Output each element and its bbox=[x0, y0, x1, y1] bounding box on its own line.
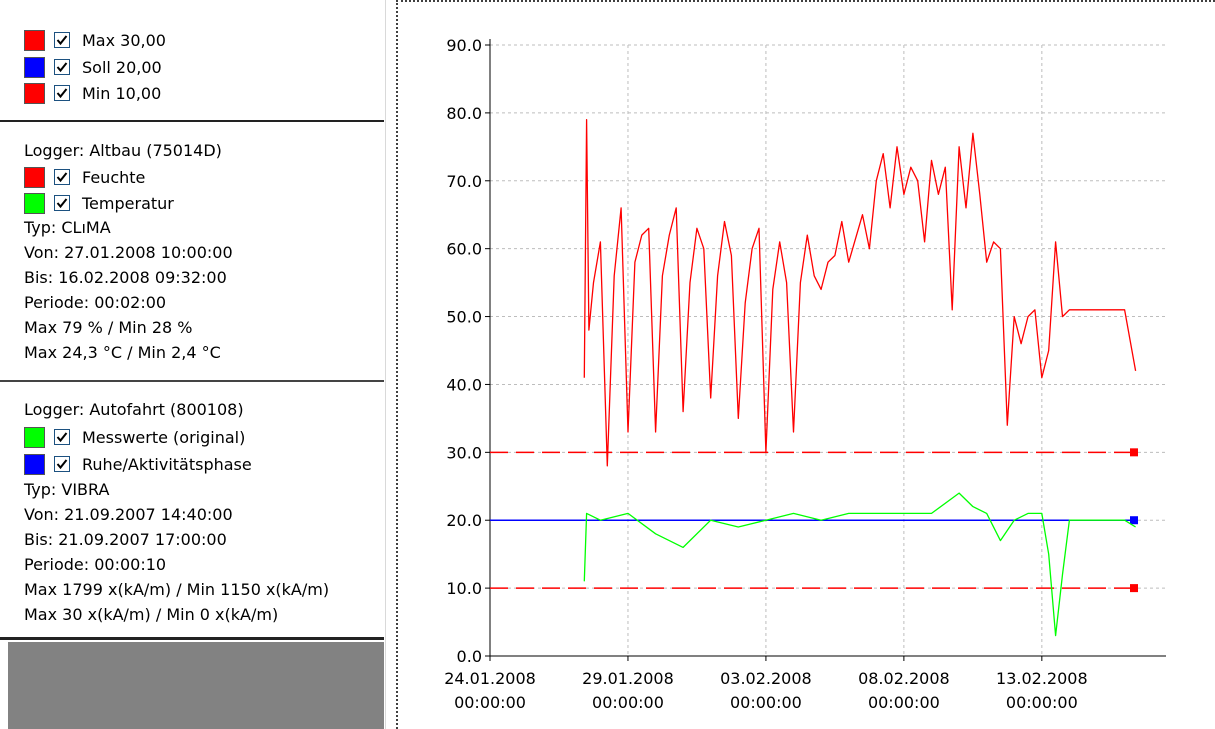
color-swatch[interactable] bbox=[24, 82, 45, 104]
y-tick-label: 40.0 bbox=[446, 375, 482, 394]
min-checkbox[interactable] bbox=[54, 85, 70, 101]
x-tick-label: 13.02.2008 bbox=[996, 669, 1088, 688]
y-tick-label: 10.0 bbox=[446, 579, 482, 598]
color-swatch[interactable] bbox=[24, 29, 45, 51]
max-checkbox[interactable] bbox=[54, 32, 70, 48]
checkmark-icon bbox=[56, 172, 68, 183]
legend-panel: Max 30,00 Soll 20,00 Min 10,00 Logger: A… bbox=[0, 0, 386, 729]
feuchte-label: Feuchte bbox=[82, 167, 146, 187]
legend-item-max: Max 30,00 bbox=[24, 28, 166, 52]
empty-panel-area bbox=[8, 642, 384, 729]
color-swatch[interactable] bbox=[24, 166, 45, 188]
y-tick-label: 50.0 bbox=[446, 308, 482, 327]
reference-marker bbox=[1130, 448, 1138, 457]
logger-autofahrt-section: Logger: Autofahrt (800108) Messwerte (or… bbox=[0, 382, 384, 640]
legend-item-soll: Soll 20,00 bbox=[24, 55, 162, 79]
logger-stat-temperature: Max 24,3 °C / Min 2,4 °C bbox=[24, 343, 221, 362]
messwerte-label: Messwerte (original) bbox=[82, 427, 246, 447]
logger-start: Von: 27.01.2008 10:00:00 bbox=[24, 243, 233, 262]
x-tick-label: 00:00:00 bbox=[730, 693, 802, 712]
soll-checkbox[interactable] bbox=[54, 59, 70, 75]
x-tick-label: 00:00:00 bbox=[868, 693, 940, 712]
color-swatch[interactable] bbox=[24, 192, 45, 214]
max-label: Max 30,00 bbox=[82, 30, 166, 50]
legend-item-ruhe: Ruhe/Aktivitätsphase bbox=[24, 452, 252, 476]
series-feuchte bbox=[583, 119, 1137, 467]
min-label: Min 10,00 bbox=[82, 83, 162, 103]
soll-label: Soll 20,00 bbox=[82, 57, 162, 77]
legend-item-messwerte: Messwerte (original) bbox=[24, 425, 245, 449]
checkmark-icon bbox=[56, 459, 68, 470]
messwerte-checkbox[interactable] bbox=[54, 429, 70, 445]
y-tick-label: 20.0 bbox=[446, 511, 482, 530]
color-swatch[interactable] bbox=[24, 426, 45, 448]
logger-title: Logger: Altbau (75014D) bbox=[24, 141, 222, 160]
logger-start: Von: 21.09.2007 14:40:00 bbox=[24, 505, 233, 524]
x-tick-label: 08.02.2008 bbox=[858, 669, 950, 688]
x-tick-label: 00:00:00 bbox=[592, 693, 664, 712]
reference-marker bbox=[1130, 584, 1138, 593]
color-swatch[interactable] bbox=[24, 56, 45, 78]
temperatur-label: Temperatur bbox=[82, 193, 174, 213]
checkmark-icon bbox=[56, 88, 68, 99]
checkmark-icon bbox=[56, 198, 68, 209]
y-tick-label: 60.0 bbox=[446, 240, 482, 259]
legend-item-feuchte: Feuchte bbox=[24, 165, 145, 189]
chart-area[interactable]: 0.0 10.0 20.0 30.0 40.0 50.0 60.0 70.0 80.0 90.0 2… bbox=[396, 0, 1215, 729]
checkmark-icon bbox=[56, 62, 68, 73]
panel-divider bbox=[385, 0, 386, 729]
ruhe-checkbox[interactable] bbox=[54, 456, 70, 472]
y-tick-label: 70.0 bbox=[446, 172, 482, 191]
logger-title: Logger: Autofahrt (800108) bbox=[24, 400, 244, 419]
x-tick-label: 00:00:00 bbox=[454, 693, 526, 712]
logger-period: Periode: 00:02:00 bbox=[24, 293, 167, 312]
limits-section: Max 30,00 Soll 20,00 Min 10,00 bbox=[0, 0, 384, 122]
series-temperatur bbox=[583, 492, 1136, 637]
checkmark-icon bbox=[56, 432, 68, 443]
logger-stat-humidity: Max 79 % / Min 28 % bbox=[24, 318, 193, 337]
y-tick-label: 30.0 bbox=[446, 443, 482, 462]
x-tick-label: 03.02.2008 bbox=[720, 669, 812, 688]
logger-end: Bis: 16.02.2008 09:32:00 bbox=[24, 268, 227, 287]
x-tick-label: 29.01.2008 bbox=[582, 669, 674, 688]
legend-item-temperatur: Temperatur bbox=[24, 191, 174, 215]
checkmark-icon bbox=[56, 35, 68, 46]
logger-type: Typ: VIBRA bbox=[24, 480, 110, 499]
feuchte-checkbox[interactable] bbox=[54, 169, 70, 185]
y-tick-label: 80.0 bbox=[446, 104, 482, 123]
ruhe-label: Ruhe/Aktivitätsphase bbox=[82, 454, 252, 474]
logger-stat-2: Max 30 x(kA/m) / Min 0 x(kA/m) bbox=[24, 605, 279, 624]
color-swatch[interactable] bbox=[24, 453, 45, 475]
temperatur-checkbox[interactable] bbox=[54, 195, 70, 211]
logger-altbau-section: Logger: Altbau (75014D) Feuchte Temperat… bbox=[0, 122, 384, 382]
logger-end: Bis: 21.09.2007 17:00:00 bbox=[24, 530, 227, 549]
legend-item-min: Min 10,00 bbox=[24, 81, 161, 105]
y-tick-label: 90.0 bbox=[446, 36, 482, 55]
y-tick-label: 0.0 bbox=[457, 647, 482, 666]
x-tick-label: 24.01.2008 bbox=[444, 669, 536, 688]
x-tick-label: 00:00:00 bbox=[1006, 693, 1078, 712]
logger-period: Periode: 00:00:10 bbox=[24, 555, 167, 574]
logger-stat-1: Max 1799 x(kA/m) / Min 1150 x(kA/m) bbox=[24, 580, 330, 599]
reference-marker bbox=[1130, 516, 1138, 525]
line-chart[interactable]: 0.0 10.0 20.0 30.0 40.0 50.0 60.0 70.0 80.0 90.0 2… bbox=[398, 2, 1215, 729]
logger-type: Typ: CLıMA bbox=[24, 218, 111, 237]
